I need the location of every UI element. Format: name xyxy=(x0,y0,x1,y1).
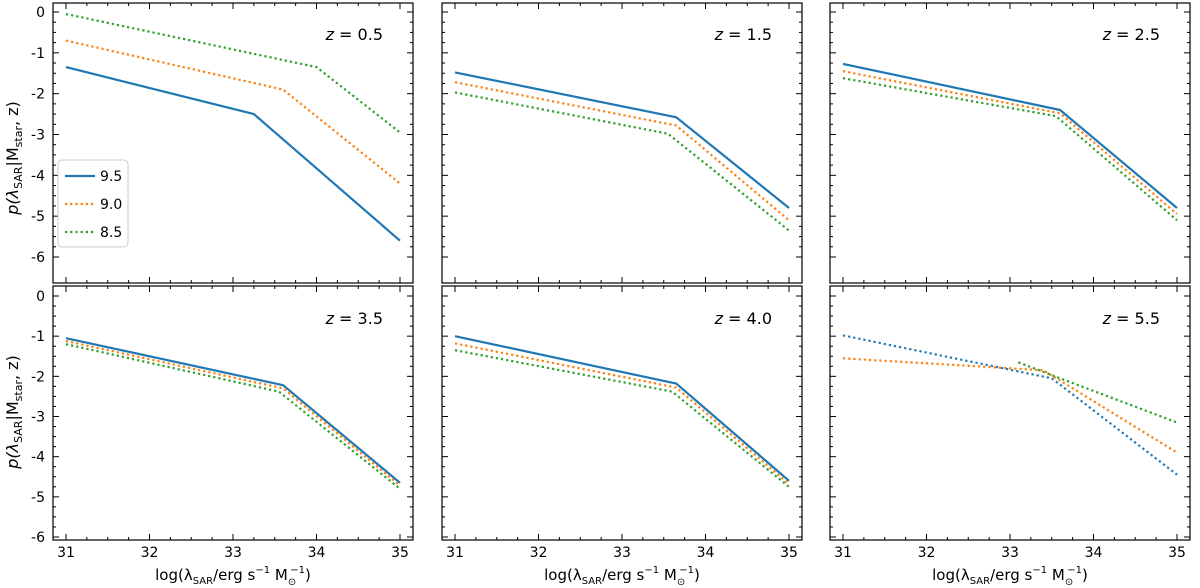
legend-label-9.0: 9.0 xyxy=(100,197,122,213)
y-tick-label: -3 xyxy=(31,410,45,426)
y-tick-label: -6 xyxy=(31,530,45,546)
x-tick-label: 32 xyxy=(141,545,159,561)
redshift-value: = 5.5 xyxy=(1111,309,1160,328)
redshift-z: z xyxy=(1102,309,1112,328)
x-axis-label-col2: log(λSAR/erg s−1 M⊙−1) xyxy=(544,565,700,588)
legend-label-9.5: 9.5 xyxy=(100,169,122,185)
series-line-8.5 xyxy=(65,12,401,134)
series-line-9.0 xyxy=(454,342,790,485)
x-tick-label: 33 xyxy=(613,545,631,561)
y-tick-label: 0 xyxy=(36,289,45,305)
panel-z-3.5: 0 -1 -2 -3 -4 -5 -6 31 32 33 34 35 z = 3.5 xyxy=(31,285,414,561)
x-tick-label: 31 xyxy=(57,545,75,561)
redshift-value: = 3.5 xyxy=(334,309,383,328)
y-tick-label: -5 xyxy=(31,490,45,506)
x-tick-label: 32 xyxy=(918,545,936,561)
y-tick-label: -2 xyxy=(31,369,45,385)
series-line-8.5 xyxy=(454,91,790,232)
series-line-9.0 xyxy=(65,39,401,185)
x-tick-label: 31 xyxy=(446,545,464,561)
series-line-8.5 xyxy=(842,77,1178,222)
redshift-label: z = 0.5 xyxy=(325,25,383,44)
y-tick-label: -5 xyxy=(31,209,45,225)
series-line-9.5 xyxy=(65,66,401,242)
series-line-9.5 xyxy=(454,71,790,209)
y-tick-label: -6 xyxy=(31,250,45,266)
y-tick-label: -3 xyxy=(31,128,45,144)
series-line-9.0 xyxy=(65,339,401,487)
redshift-z: z xyxy=(714,309,724,328)
y-tick-label: 0 xyxy=(36,5,45,21)
series-line-9.5 xyxy=(842,334,1178,476)
x-tick-label: 33 xyxy=(1001,545,1019,561)
x-axis-label-col1: log(λSAR/erg s−1 M⊙−1) xyxy=(155,565,311,588)
series-line-9.5 xyxy=(842,62,1178,209)
panels-layer: 0-1-2-3-4-5-6z = 0.59.59.08.5z = 1.5 z = … xyxy=(31,2,1191,561)
x-tick-label: 34 xyxy=(1085,545,1103,561)
x-tick-label: 31 xyxy=(834,545,852,561)
redshift-value: = 4.0 xyxy=(723,309,772,328)
redshift-value: = 1.5 xyxy=(723,25,772,44)
redshift-label: z = 4.0 xyxy=(714,309,772,328)
panel-z-2.5: z = 2.5 xyxy=(829,2,1191,284)
y-tick-label: -1 xyxy=(31,329,45,345)
x-tick-label: 35 xyxy=(391,545,409,561)
series-line-8.5 xyxy=(454,349,790,488)
panel-z-4.0: 31 32 33 34 35 z = 4.0 xyxy=(441,285,803,561)
x-axis-label-col3: log(λSAR/erg s−1 M⊙−1) xyxy=(932,565,1088,588)
x-tick-label: 33 xyxy=(224,545,242,561)
redshift-z: z xyxy=(714,25,724,44)
redshift-label: z = 2.5 xyxy=(1102,25,1160,44)
redshift-value: = 2.5 xyxy=(1111,25,1160,44)
x-tick-label: 34 xyxy=(308,545,326,561)
redshift-z: z xyxy=(1102,25,1112,44)
axes-frame xyxy=(829,2,1191,284)
legend: 9.5 9.0 8.5 xyxy=(57,159,129,248)
series-line-9.0 xyxy=(842,70,1178,215)
panel-z-1.5: z = 1.5 xyxy=(441,2,803,284)
redshift-label: z = 5.5 xyxy=(1102,309,1160,328)
series-line-9.0 xyxy=(454,81,790,222)
x-tick-label: 35 xyxy=(1168,545,1186,561)
redshift-z: z xyxy=(325,309,335,328)
redshift-z: z xyxy=(325,25,335,44)
y-axis-label-top: p(λSAR|Mstar, z) xyxy=(3,101,25,216)
series-line-9.0 xyxy=(842,357,1178,454)
redshift-value: = 0.5 xyxy=(334,25,383,44)
series-line-9.5 xyxy=(65,337,401,484)
y-tick-label: -1 xyxy=(31,46,45,62)
panel-z-0.5: 0 -1 -2 -3 -4 -5 -6 z = 0.5 9.5 9.0 8.5 xyxy=(31,2,414,284)
panel-z-5.5: 31 32 33 34 35 z = 5.5 xyxy=(829,285,1191,561)
series-line-8.5 xyxy=(65,343,401,490)
axes-frame xyxy=(441,2,803,284)
legend-label-8.5: 8.5 xyxy=(100,225,122,241)
y-tick-label: -4 xyxy=(31,168,45,184)
y-tick-label: -4 xyxy=(31,450,45,466)
redshift-label: z = 3.5 xyxy=(325,309,383,328)
x-tick-label: 35 xyxy=(780,545,798,561)
series-line-9.5 xyxy=(454,335,790,482)
y-tick-label: -2 xyxy=(31,87,45,103)
x-tick-label: 34 xyxy=(697,545,715,561)
y-axis-label-bottom: p(λSAR|Mstar, z) xyxy=(3,355,25,470)
x-tick-label: 32 xyxy=(530,545,548,561)
redshift-label: z = 1.5 xyxy=(714,25,772,44)
